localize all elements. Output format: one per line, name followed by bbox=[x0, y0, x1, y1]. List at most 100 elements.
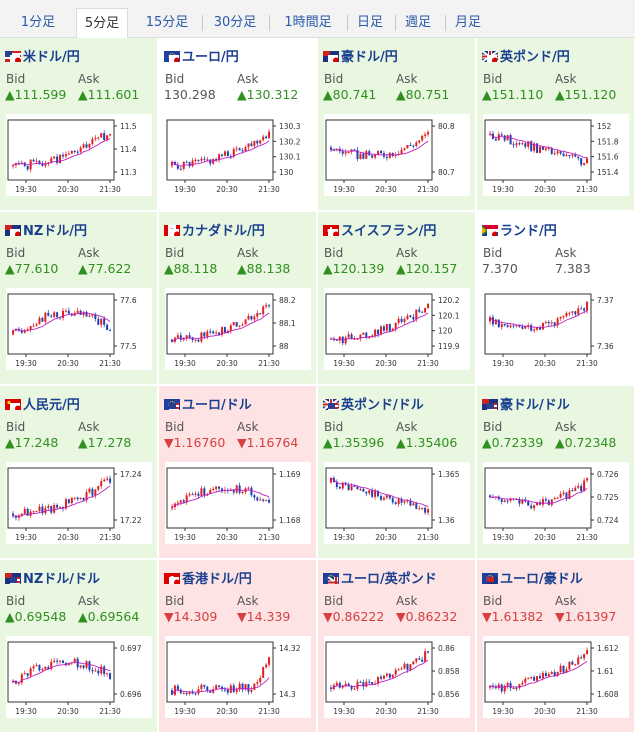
pair-name[interactable]: 豪ドル/ドル bbox=[500, 398, 570, 413]
pair-name[interactable]: 香港ドル/円 bbox=[182, 572, 252, 587]
candle-body bbox=[50, 506, 52, 512]
candle-body bbox=[97, 137, 99, 138]
pair-title-link[interactable]: ユーロ/豪ドル bbox=[482, 568, 583, 586]
tab-3[interactable]: 30分足 bbox=[205, 8, 265, 38]
candle-body bbox=[36, 665, 38, 666]
ask-value: ▲1.35406 bbox=[396, 435, 457, 450]
y-tick-label: 11.5 bbox=[120, 122, 137, 131]
candle-body bbox=[44, 313, 46, 322]
pair-name[interactable]: 英ポンド/ドル bbox=[341, 398, 424, 413]
pair-name[interactable]: 豪ドル/円 bbox=[341, 50, 398, 65]
pair-title-link[interactable]: ユーロ/ドル bbox=[164, 394, 252, 412]
pair-name[interactable]: カナダドル/円 bbox=[182, 224, 265, 239]
pair-name[interactable]: ユーロ/円 bbox=[182, 50, 239, 65]
pair-name[interactable]: NZドル/ドル bbox=[23, 572, 100, 587]
candle-body bbox=[195, 160, 197, 161]
pair-title-link[interactable]: 豪ドル/円 bbox=[323, 46, 398, 64]
pair-title-link[interactable]: 英ポンド/ドル bbox=[323, 394, 424, 412]
plot-frame bbox=[167, 120, 273, 180]
bid-value: ▼1.61382 bbox=[482, 609, 543, 624]
pair-name[interactable]: ユーロ/英ポンド bbox=[341, 572, 437, 587]
pair-name[interactable]: スイスフラン/円 bbox=[341, 224, 436, 239]
pair-title-link[interactable]: 香港ドル/円 bbox=[164, 568, 252, 586]
tab-0[interactable]: 1分足 bbox=[12, 8, 64, 38]
pair-name[interactable]: 人民元/円 bbox=[23, 398, 80, 413]
pair-title-link[interactable]: スイスフラン/円 bbox=[323, 220, 436, 238]
x-tick-label: 21:30 bbox=[258, 707, 280, 716]
y-tick-label: 88 bbox=[279, 342, 289, 351]
candle-body bbox=[501, 499, 503, 502]
tab-7[interactable]: 月足 bbox=[448, 8, 488, 38]
pair-title-link[interactable]: カナダドル/円 bbox=[164, 220, 265, 238]
candle-body bbox=[524, 679, 526, 683]
x-tick-label: 19:30 bbox=[333, 359, 355, 368]
bid-value: ▲77.610 bbox=[5, 261, 58, 276]
pair-title-link[interactable]: ユーロ/円 bbox=[164, 46, 239, 64]
candle-body bbox=[348, 484, 350, 489]
plot-frame bbox=[167, 642, 273, 702]
pair-name[interactable]: ユーロ/ドル bbox=[182, 398, 252, 413]
tab-5[interactable]: 日足 bbox=[350, 8, 390, 38]
candle-body bbox=[524, 326, 526, 328]
pair-name[interactable]: ユーロ/豪ドル bbox=[500, 572, 583, 587]
currency-flag-icon bbox=[323, 225, 339, 236]
pair-title-link[interactable]: NZドル/円 bbox=[5, 220, 87, 238]
candle-body bbox=[100, 133, 102, 137]
pair-name[interactable]: ランド/円 bbox=[500, 224, 557, 239]
pair-title-link[interactable]: 英ポンド/円 bbox=[482, 46, 570, 64]
candle-body bbox=[545, 673, 547, 676]
bid-value: ▼14.309 bbox=[164, 609, 217, 624]
candle-body bbox=[268, 657, 270, 664]
pair-title-link[interactable]: ランド/円 bbox=[482, 220, 557, 238]
pair-title-link[interactable]: NZドル/ドル bbox=[5, 568, 100, 586]
pair-title-link[interactable]: 豪ドル/ドル bbox=[482, 394, 570, 412]
x-tick-label: 21:30 bbox=[417, 533, 439, 542]
tab-1[interactable]: 5分足 bbox=[76, 8, 128, 39]
pair-title-link[interactable]: 人民元/円 bbox=[5, 394, 80, 412]
tab-4[interactable]: 1時間足 bbox=[272, 8, 344, 38]
candle-body bbox=[262, 307, 264, 315]
pair-name[interactable]: 米ドル/円 bbox=[23, 50, 80, 65]
y-tick-label: 7.36 bbox=[597, 342, 614, 351]
pair-title-link[interactable]: ユーロ/英ポンド bbox=[323, 568, 437, 586]
pair-name[interactable]: NZドル/円 bbox=[23, 224, 87, 239]
tab-2[interactable]: 15分足 bbox=[137, 8, 197, 38]
pair-name[interactable]: 英ポンド/円 bbox=[500, 50, 570, 65]
pair-title-link[interactable]: 米ドル/円 bbox=[5, 46, 80, 64]
tab-6[interactable]: 週足 bbox=[398, 8, 438, 38]
